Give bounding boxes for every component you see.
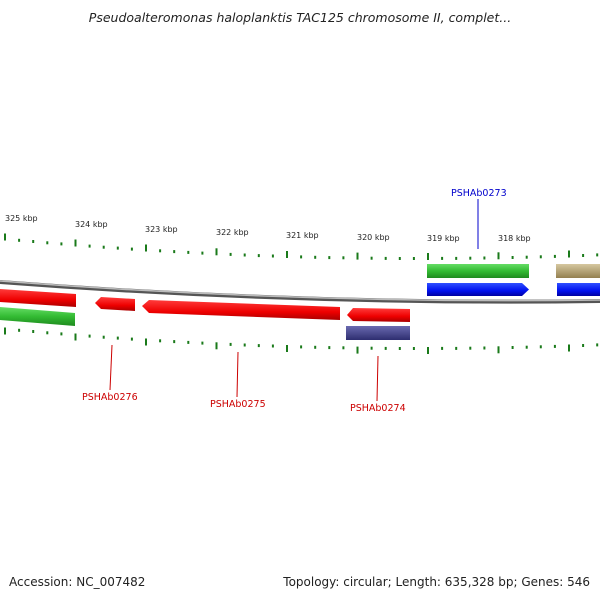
- gene-label-PSHAb0275[interactable]: PSHAb0275: [210, 399, 266, 410]
- gene-label-PSHAb0273[interactable]: PSHAb0273: [451, 188, 507, 199]
- chromosome-backbone-highlight: [0, 280, 600, 302]
- feature-purple[interactable]: [346, 326, 410, 340]
- chromosome-backbone: [0, 280, 600, 304]
- kbp-label: 318 kbp: [498, 234, 531, 243]
- map-info-text: Topology: circular; Length: 635,328 bp; …: [283, 575, 590, 589]
- label-leader-PSHAb0275: [236, 351, 239, 398]
- map-title: Pseudoalteromonas haloplanktis TAC125 ch…: [88, 10, 512, 25]
- gene-PSHAb0273[interactable]: [427, 283, 529, 296]
- gene-PSHAb0274[interactable]: [347, 308, 410, 322]
- accession-text: Accession: NC_007482: [9, 575, 146, 589]
- cds-feature[interactable]: [0, 307, 75, 326]
- gene-label-PSHAb0274[interactable]: PSHAb0274: [350, 403, 406, 414]
- kbp-label: 324 kbp: [75, 220, 108, 229]
- kbp-label: 323 kbp: [145, 225, 178, 234]
- kbp-labels: 325 kbp 324 kbp 323 kbp 322 kbp 321 kbp …: [5, 214, 531, 243]
- cds-feature[interactable]: [427, 264, 529, 278]
- negative-strand-features: [0, 289, 410, 340]
- gene-label-PSHAb0276[interactable]: PSHAb0276: [82, 392, 138, 403]
- label-leader-PSHAb0274: [376, 355, 379, 402]
- kbp-label: 319 kbp: [427, 234, 460, 243]
- gene-PSHAb0276[interactable]: [95, 297, 135, 311]
- scale-ticks-top: [4, 233, 599, 260]
- positive-strand-features: [427, 264, 600, 296]
- scale-ticks-bottom: [4, 327, 599, 354]
- feature-olive[interactable]: [556, 264, 600, 278]
- gene-positive-partial[interactable]: [557, 283, 600, 296]
- gene-negative-partial[interactable]: [0, 289, 76, 307]
- kbp-label: 322 kbp: [216, 228, 249, 237]
- gene-PSHAb0275[interactable]: [142, 300, 340, 320]
- kbp-label: 325 kbp: [5, 214, 38, 223]
- kbp-label: 320 kbp: [357, 233, 390, 242]
- kbp-label: 321 kbp: [286, 231, 319, 240]
- label-leader-PSHAb0276: [109, 344, 113, 391]
